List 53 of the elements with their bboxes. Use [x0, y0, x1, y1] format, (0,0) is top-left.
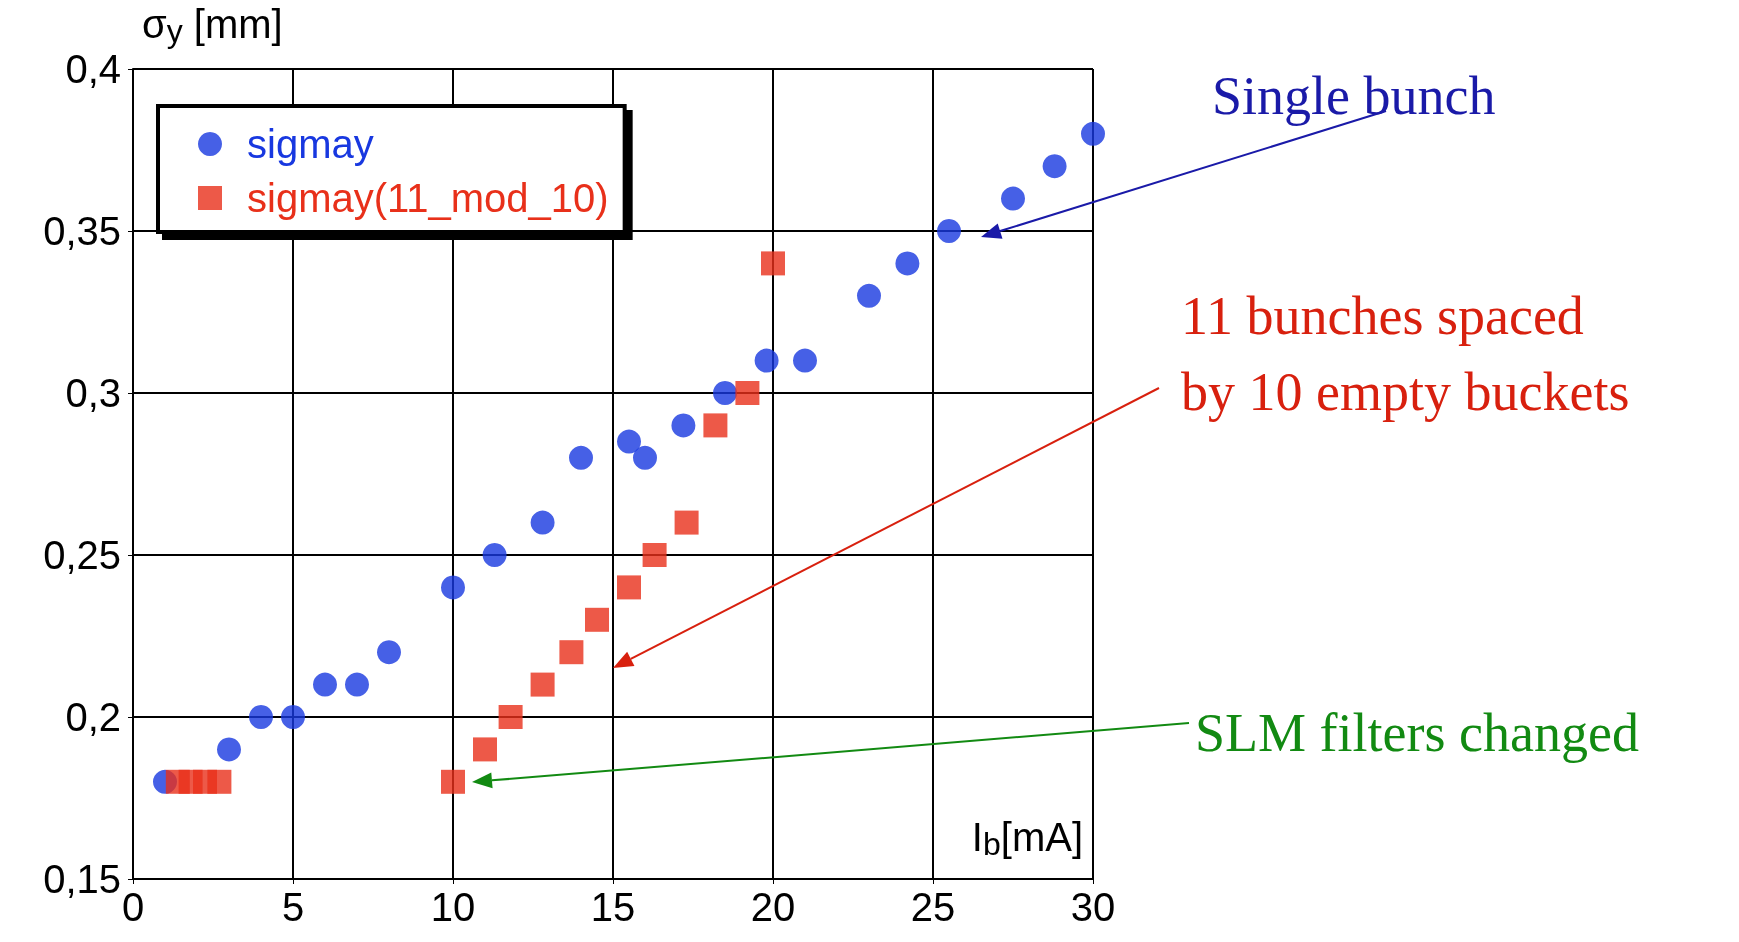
- text: SLM filters changed: [1195, 703, 1639, 763]
- y-tick-label: 0,2: [65, 695, 121, 739]
- point: [441, 769, 465, 794]
- x-tick-label: 10: [430, 885, 476, 929]
- point: [761, 251, 785, 276]
- point: [217, 737, 241, 762]
- legend-label: sigmay(11_mod_10): [247, 176, 609, 220]
- text: 11 bunches spaced by 10 empty buckets: [1181, 286, 1630, 422]
- y-tick-label: 0,3: [65, 371, 121, 415]
- point: [249, 705, 273, 729]
- point: [617, 575, 641, 600]
- point: [642, 543, 667, 567]
- point: [937, 219, 961, 243]
- x-tick-label: 30: [1070, 885, 1116, 929]
- point: [313, 672, 337, 697]
- x-tick-label: 20: [750, 885, 796, 929]
- point: [569, 445, 593, 470]
- point: [207, 769, 232, 794]
- point: [703, 413, 728, 438]
- point: [713, 381, 737, 405]
- point: [482, 543, 507, 567]
- point: [281, 705, 305, 729]
- point: [377, 640, 401, 665]
- point: [735, 381, 760, 405]
- y-tick-label: 0,15: [43, 857, 121, 901]
- point: [633, 445, 657, 470]
- point: [674, 510, 699, 535]
- legend-label: sigmay: [247, 122, 374, 166]
- point: [530, 510, 555, 535]
- y-tick-label: 0,35: [43, 209, 121, 253]
- point: [530, 672, 555, 697]
- point: [585, 607, 609, 632]
- y-tick-label: 0,25: [43, 533, 121, 577]
- point: [671, 413, 696, 438]
- point: [498, 705, 523, 729]
- point: [1001, 186, 1025, 211]
- point: [559, 640, 584, 665]
- x-tick-label: 25: [910, 885, 956, 929]
- point: [793, 348, 817, 373]
- point: [1042, 154, 1067, 179]
- point: [345, 672, 369, 697]
- x-tick-label: 15: [590, 885, 636, 929]
- point: [895, 251, 920, 276]
- point: [617, 429, 641, 454]
- point: [441, 575, 465, 600]
- point: [1081, 121, 1105, 146]
- point: [473, 737, 497, 762]
- y-tick-label: 0,4: [65, 47, 121, 91]
- x-tick-label: 0: [121, 885, 145, 929]
- x-tick-label: 5: [281, 885, 305, 929]
- point: [754, 348, 779, 373]
- point: [857, 283, 881, 308]
- text: Single bunch: [1212, 66, 1496, 126]
